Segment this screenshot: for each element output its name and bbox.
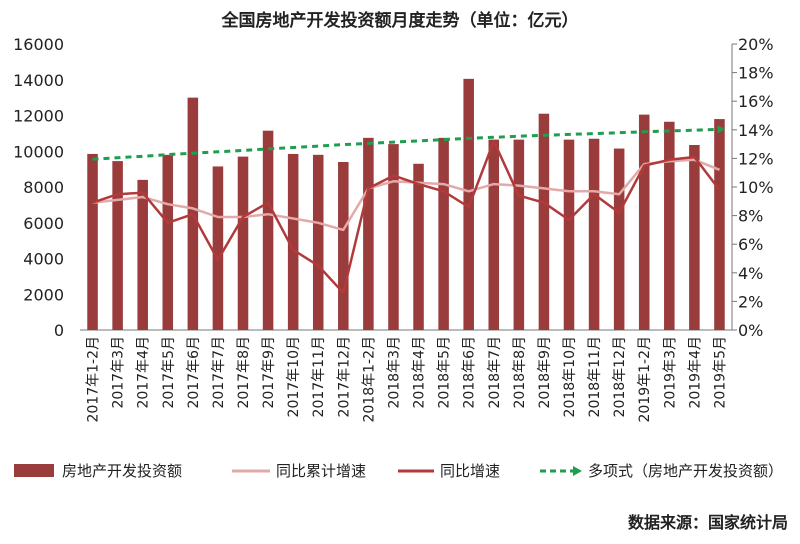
x-tick-label: 2018年4月 — [412, 336, 428, 409]
y-left-tick-label: 2000 — [23, 285, 64, 304]
legend-label-cumulative: 同比累计增速 — [276, 462, 366, 480]
series-line — [92, 127, 720, 161]
bar — [689, 144, 700, 330]
bar — [488, 139, 500, 330]
y-left-tick-label: 10000 — [13, 142, 64, 161]
bar — [388, 144, 399, 330]
y-right-tick-label: 16% — [738, 92, 774, 111]
series-line — [92, 158, 720, 232]
y-left-tick-label: 12000 — [13, 107, 64, 126]
y-right-tick-label: 2% — [738, 292, 763, 311]
x-tick-label: 2017年7月 — [211, 336, 227, 409]
x-tick-label: 2017年4月 — [136, 336, 152, 409]
legend: 房地产开发投资额 同比累计增速 同比增速 多项式（房地产开发投资额） — [14, 462, 783, 480]
y-left-tick-label: 0 — [54, 321, 64, 340]
legend-label-bar: 房地产开发投资额 — [62, 462, 182, 480]
x-tick-label: 2019年3月 — [662, 336, 678, 409]
x-tick-label: 2017年10月 — [286, 336, 302, 417]
y-right-tick-label: 8% — [738, 207, 763, 226]
x-tick-label: 2017年3月 — [111, 336, 127, 409]
x-tick-label: 2018年1-2月 — [361, 336, 377, 423]
y-right-tick-label: 18% — [738, 64, 774, 83]
y-right-tick-label: 12% — [738, 149, 774, 168]
bar — [212, 166, 224, 330]
x-tick-label: 2019年5月 — [712, 336, 728, 409]
x-tick-label: 2017年9月 — [261, 336, 277, 409]
bar — [613, 148, 625, 330]
y-right-tick-label: 10% — [738, 178, 774, 197]
bar — [588, 138, 600, 330]
bar — [513, 139, 525, 330]
y-right-tick-label: 4% — [738, 264, 763, 283]
x-tick-label: 2018年5月 — [437, 336, 453, 409]
y-right-tick-label: 20% — [738, 35, 774, 54]
y-left-tick-label: 8000 — [23, 178, 64, 197]
bar — [664, 121, 675, 330]
bar — [538, 113, 550, 331]
legend-label-yoy: 同比增速 — [440, 462, 500, 480]
trendline-arrow — [717, 125, 726, 134]
x-tick-label: 2018年6月 — [462, 336, 478, 409]
x-tick-label: 2017年1-2月 — [86, 336, 102, 423]
legend-trend-arrow — [573, 466, 582, 476]
x-tick-label: 2017年5月 — [161, 336, 177, 409]
bar — [714, 119, 725, 330]
x-tick-label: 2017年6月 — [186, 336, 202, 409]
bar — [563, 139, 575, 330]
y-right-tick-label: 14% — [738, 121, 774, 140]
bar — [162, 154, 174, 330]
source-note: 数据来源：国家统计局 — [628, 513, 788, 532]
bar — [287, 153, 299, 330]
bar — [438, 137, 449, 330]
bar — [312, 154, 324, 330]
x-tick-label: 2018年7月 — [487, 336, 503, 409]
x-tick-label: 2018年12月 — [612, 336, 628, 417]
y-right-tick-label: 0% — [738, 321, 763, 340]
bar — [237, 156, 249, 330]
bar — [87, 153, 98, 330]
y-left-tick-label: 6000 — [23, 214, 64, 233]
bar — [137, 179, 148, 330]
x-tick-label: 2018年11月 — [587, 336, 603, 417]
x-tick-label: 2019年1-2月 — [637, 336, 653, 423]
y-left-tick-label: 16000 — [13, 35, 64, 54]
legend-label-trend: 多项式（房地产开发投资额） — [588, 462, 783, 480]
bar — [363, 137, 374, 330]
x-tick-label: 2018年10月 — [562, 336, 578, 417]
x-tick-label: 2017年8月 — [236, 336, 252, 409]
bar — [338, 161, 349, 330]
x-tick-label: 2019年4月 — [687, 336, 703, 409]
series-line — [92, 139, 721, 295]
y-left-tick-label: 4000 — [23, 250, 64, 269]
bar — [262, 130, 274, 330]
bar — [638, 114, 650, 330]
x-tick-label: 2018年9月 — [537, 336, 553, 409]
x-tick-label: 2017年11月 — [311, 336, 327, 417]
y-left-tick-label: 14000 — [13, 71, 64, 90]
bar — [112, 161, 123, 330]
chart-title: 全国房地产开发投资额月度走势（单位：亿元） — [221, 10, 579, 31]
plot-area: 0 2000 4000 6000 8000 10000 12000 14000 16000 0% 2… — [13, 35, 773, 423]
legend-swatch-bar — [14, 464, 54, 477]
x-tick-label: 2017年12月 — [336, 336, 352, 417]
y-right-tick-label: 6% — [738, 235, 763, 254]
x-tick-label: 2018年8月 — [512, 336, 528, 409]
x-tick-label: 2018年3月 — [386, 336, 402, 409]
bar — [413, 163, 424, 330]
